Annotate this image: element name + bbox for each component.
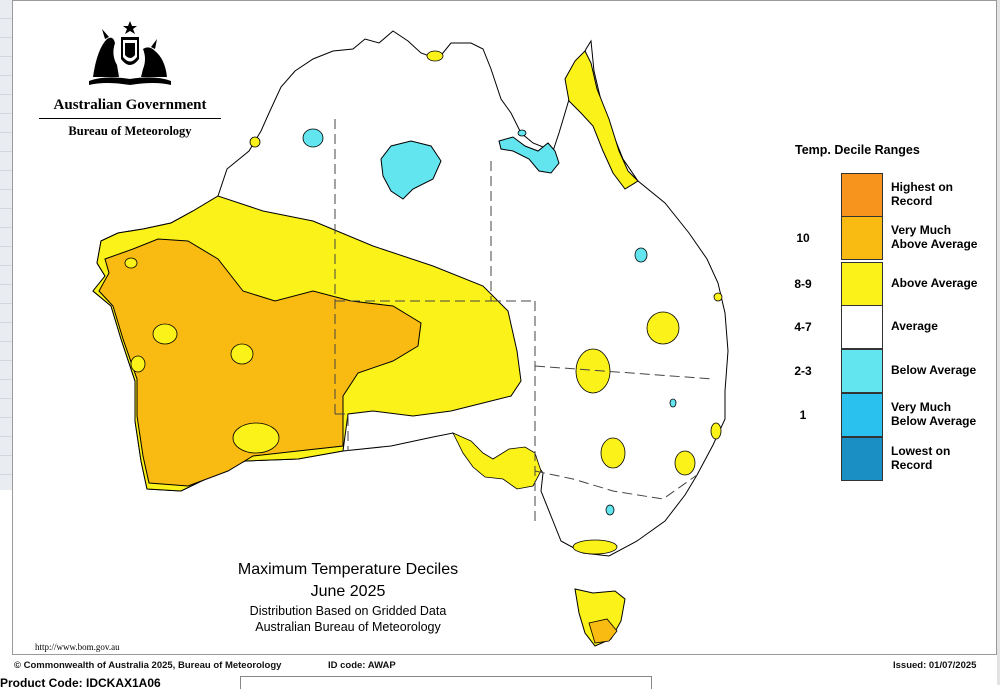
map-subtitle: Distribution Based on Gridded Data [249, 604, 447, 618]
legend-label: Average [891, 319, 938, 333]
map-title: Maximum Temperature Deciles [237, 561, 459, 578]
id-code: ID code: AWAP [328, 660, 396, 671]
product-code-field[interactable] [240, 676, 652, 689]
legend-swatch [841, 305, 883, 349]
wa-island-3 [130, 355, 146, 373]
legend-label: Above Average [891, 276, 978, 290]
qld-east-spot [713, 292, 723, 302]
kimberley-below [302, 128, 324, 148]
kimberley-spot [249, 136, 261, 148]
legend-title: Temp. Decile Ranges [795, 143, 920, 157]
nsw-island-1 [600, 437, 626, 469]
map-source: Australian Bureau of Meteorology [255, 620, 441, 634]
right-edge [997, 0, 1000, 685]
bureau-name: Bureau of Meteorology [68, 124, 192, 138]
wa-island-5 [124, 257, 138, 269]
coat-of-arms-icon [89, 21, 171, 85]
qld-below-2 [669, 398, 677, 408]
region-below-average-gulf [498, 136, 560, 174]
nsw-coast-1 [674, 450, 696, 476]
legend-range: 1 [799, 408, 807, 422]
legend-swatch [841, 216, 883, 260]
nsw-below-1 [605, 504, 615, 516]
legend-range: 4-7 [794, 320, 812, 334]
qld-island-1 [646, 311, 680, 345]
region-above-average-cape-york [564, 50, 639, 190]
issued-date: Issued: 01/07/2025 [893, 660, 977, 671]
top-end-spot [426, 50, 444, 62]
legend-range: 8-9 [794, 277, 812, 291]
state-borders [334, 119, 714, 521]
legend-label: Below Average [891, 363, 977, 377]
qld-below-1 [634, 247, 648, 263]
legend-range: 2-3 [794, 364, 812, 378]
legend-swatch [841, 173, 883, 217]
legend-label: Very Much Below Average [891, 400, 977, 428]
wa-island-4 [232, 422, 280, 454]
product-code: Product Code: IDCKAX1A06 [0, 676, 161, 690]
tasmania-south-vma [588, 618, 618, 644]
top-end-below [517, 129, 527, 137]
wa-island-1 [152, 323, 178, 345]
legend-label: Very Much Above Average [891, 223, 978, 251]
legend-swatch [841, 393, 883, 437]
legend-swatch [841, 437, 883, 481]
vic-coast-1 [572, 539, 618, 555]
wa-island-2 [230, 343, 254, 365]
australia-map [92, 30, 729, 647]
government-logo: Australian Government Bureau of Meteorol… [35, 19, 225, 139]
legend-swatch [841, 262, 883, 306]
legend-swatch [841, 349, 883, 393]
qld-island-2 [575, 348, 611, 394]
nsw-east-spot [710, 422, 722, 440]
map-frame: Australian Government Bureau of Meteorol… [12, 0, 997, 655]
government-name: Australian Government [39, 97, 221, 119]
legend-label: Highest on Record [891, 180, 953, 208]
bom-url[interactable]: http://www.bom.gov.au [35, 642, 120, 652]
legend-label: Lowest on Record [891, 444, 951, 472]
legend-range: 10 [796, 231, 810, 245]
region-below-average-nt [380, 140, 442, 200]
map-title-block: Maximum Temperature Deciles June 2025 Di… [183, 561, 513, 634]
copyright-notice: © Commonwealth of Australia 2025, Bureau… [14, 660, 282, 671]
sa-coast-above [452, 432, 542, 490]
map-period: June 2025 [310, 583, 386, 600]
